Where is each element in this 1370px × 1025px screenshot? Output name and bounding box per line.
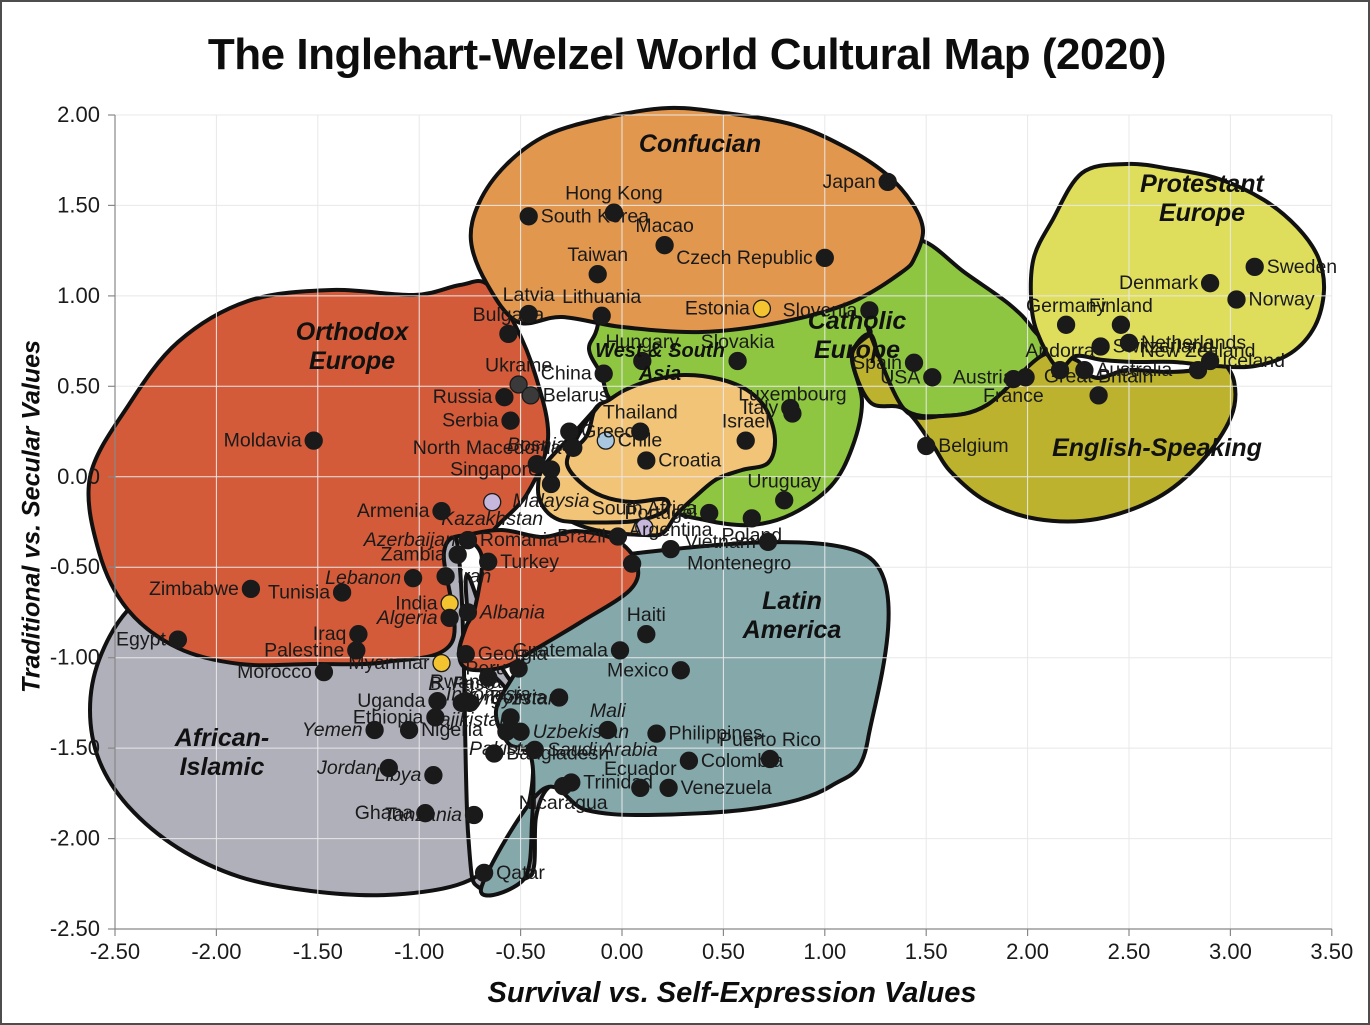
svg-text:Lebanon: Lebanon (325, 567, 401, 589)
svg-text:-0.50: -0.50 (496, 939, 546, 964)
svg-text:Ethiopia: Ethiopia (353, 706, 424, 728)
svg-text:3.50: 3.50 (1310, 939, 1353, 964)
svg-text:Bangladesh: Bangladesh (506, 743, 609, 765)
svg-text:Myanmar: Myanmar (348, 652, 430, 674)
svg-text:New Zealand: New Zealand (1141, 340, 1256, 362)
svg-text:-1.50: -1.50 (293, 939, 343, 964)
svg-text:Nigeria: Nigeria (421, 719, 483, 741)
svg-text:Venezuela: Venezuela (681, 777, 772, 799)
svg-text:Latvia: Latvia (503, 284, 555, 306)
svg-text:Sweden: Sweden (1267, 256, 1337, 278)
svg-text:Zimbabwe: Zimbabwe (149, 578, 239, 600)
svg-text:2.00: 2.00 (57, 102, 100, 127)
svg-text:Palestine: Palestine (264, 639, 344, 661)
svg-text:1.00: 1.00 (57, 283, 100, 308)
svg-text:Hong Kong: Hong Kong (565, 183, 663, 205)
svg-text:Slovakia: Slovakia (701, 331, 775, 353)
svg-text:-1.00: -1.00 (394, 939, 444, 964)
svg-text:-0.50: -0.50 (50, 554, 100, 579)
svg-text:Algeria: Algeria (376, 607, 438, 629)
svg-text:Argentina: Argentina (629, 519, 713, 541)
svg-text:1.50: 1.50 (57, 192, 100, 217)
svg-text:0.50: 0.50 (57, 373, 100, 398)
svg-text:Qatar: Qatar (496, 862, 545, 884)
svg-text:Brazil: Brazil (557, 526, 606, 548)
svg-text:Colombia: Colombia (701, 750, 784, 772)
svg-text:Belgium: Belgium (938, 435, 1008, 457)
svg-text:Romania: Romania (480, 529, 558, 551)
svg-text:Haiti: Haiti (627, 604, 666, 626)
svg-text:Armenia: Armenia (357, 500, 430, 522)
svg-text:Macao: Macao (635, 215, 694, 237)
svg-text:Puerto Rico: Puerto Rico (719, 729, 821, 751)
svg-text:South Korea: South Korea (541, 205, 650, 227)
svg-text:Zambia: Zambia (381, 544, 446, 566)
svg-text:-1.50: -1.50 (50, 735, 100, 760)
svg-text:0.50: 0.50 (702, 939, 745, 964)
svg-text:Great Britain: Great Britain (1044, 365, 1153, 387)
svg-text:Finland: Finland (1089, 295, 1153, 317)
svg-text:Turkey: Turkey (500, 551, 559, 573)
svg-text:Mexico: Mexico (607, 659, 669, 681)
svg-text:Chile: Chile (618, 430, 662, 452)
svg-text:Tanzania: Tanzania (384, 804, 463, 826)
svg-text:Egypt: Egypt (116, 629, 166, 651)
svg-text:Ukraine: Ukraine (485, 355, 552, 377)
svg-text:Iran: Iran (458, 565, 492, 587)
svg-text:Thailand: Thailand (603, 402, 678, 424)
svg-text:-2.50: -2.50 (90, 939, 140, 964)
svg-text:1.00: 1.00 (803, 939, 846, 964)
svg-text:Jordan: Jordan (316, 757, 377, 779)
svg-text:Czech Republic: Czech Republic (676, 247, 813, 269)
svg-text:Morocco: Morocco (237, 661, 312, 683)
svg-text:2.50: 2.50 (1108, 939, 1151, 964)
svg-text:Japan: Japan (823, 171, 876, 193)
svg-text:Norway: Norway (1249, 289, 1315, 311)
svg-text:Taiwan: Taiwan (567, 244, 628, 266)
svg-text:Georgia: Georgia (478, 643, 548, 665)
svg-text:Trinidad: Trinidad (583, 772, 653, 794)
svg-text:USA: USA (880, 366, 920, 388)
svg-text:Belarus: Belarus (543, 384, 609, 406)
svg-text:Serbia: Serbia (442, 410, 499, 432)
svg-text:Lithuania: Lithuania (562, 286, 641, 308)
svg-text:-2.00: -2.00 (50, 826, 100, 851)
svg-text:Slovenia: Slovenia (783, 299, 858, 321)
svg-text:-1.00: -1.00 (50, 645, 100, 670)
svg-text:-2.50: -2.50 (50, 916, 100, 941)
svg-text:Singapore: Singapore (450, 459, 539, 481)
svg-text:Moldavia: Moldavia (224, 430, 302, 452)
svg-text:-2.00: -2.00 (191, 939, 241, 964)
svg-text:2.00: 2.00 (1006, 939, 1049, 964)
svg-text:Mali: Mali (590, 700, 626, 722)
svg-text:0.00: 0.00 (57, 464, 100, 489)
svg-text:Libya: Libya (375, 764, 422, 786)
svg-text:3.00: 3.00 (1209, 939, 1252, 964)
svg-text:Nicaragua: Nicaragua (519, 792, 608, 814)
svg-text:Denmark: Denmark (1119, 272, 1198, 294)
svg-text:Tunisia: Tunisia (268, 582, 330, 604)
svg-text:Bulgaria: Bulgaria (473, 304, 545, 326)
svg-text:South Africa: South Africa (592, 497, 697, 519)
svg-text:Kyrgyzstan: Kyrgyzstan (462, 687, 558, 709)
svg-text:Hungary: Hungary (605, 331, 679, 353)
svg-text:0.00: 0.00 (601, 939, 644, 964)
svg-text:France: France (983, 385, 1044, 407)
svg-text:Yemen: Yemen (302, 719, 363, 741)
svg-text:1.50: 1.50 (905, 939, 948, 964)
svg-text:Malaysia: Malaysia (513, 490, 590, 512)
svg-text:Uruguay: Uruguay (747, 470, 821, 492)
svg-text:Luxembourg: Luxembourg (738, 384, 846, 406)
svg-text:Croatia: Croatia (658, 450, 721, 472)
svg-text:Andorra: Andorra (1025, 340, 1095, 362)
svg-text:Bosnia: Bosnia (507, 434, 567, 456)
svg-text:Russia: Russia (433, 386, 493, 408)
svg-text:Albania: Albania (479, 601, 545, 623)
svg-text:Montenegro: Montenegro (687, 553, 791, 575)
svg-text:Estonia: Estonia (685, 298, 750, 320)
